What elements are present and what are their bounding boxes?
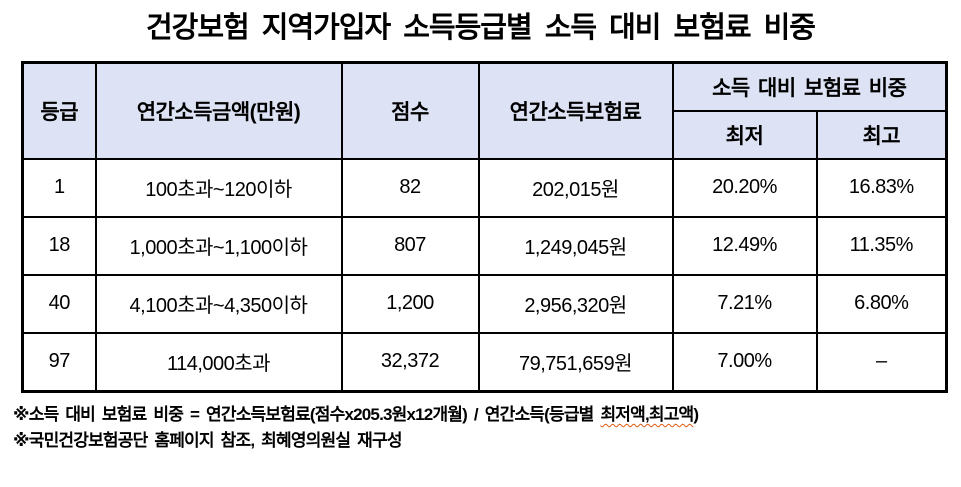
header-annual-premium: 연간소득보험료: [477, 61, 674, 160]
cell-premium: 79,751,659원: [477, 331, 674, 393]
cell-premium: 202,015원: [477, 157, 674, 218]
cell-ratio-min: 20.20%: [671, 157, 818, 218]
footnote-formula-prefix: ※소득 대비 보험료 비중 = 연간소득보험료(점수x205.3원x12개월) …: [13, 404, 601, 424]
header-grade: 등급: [21, 61, 97, 160]
cell-grade: 18: [21, 215, 97, 276]
header-annual-income: 연간소득금액(만원): [94, 61, 343, 160]
cell-income-range: 4,100초과~4,350이하: [94, 273, 343, 334]
cell-grade: 97: [21, 331, 97, 393]
footnote-formula-underlined: 최저액,최고액: [600, 404, 694, 424]
cell-grade: 40: [21, 273, 97, 334]
footnote-source: ※국민건강보험공단 홈페이지 참조, 최혜영의원실 재구성: [13, 431, 402, 451]
cell-income-range: 1,000초과~1,100이하: [94, 215, 343, 276]
cell-ratio-min: 12.49%: [671, 215, 818, 276]
cell-points: 82: [340, 157, 480, 218]
header-ratio-min: 최저: [671, 109, 818, 160]
header-ratio-group: 소득 대비 보험료 비중: [671, 61, 948, 112]
cell-income-range: 114,000초과: [94, 331, 343, 393]
cell-points: 807: [340, 215, 480, 276]
footnotes: ※소득 대비 보험료 비중 = 연간소득보험료(점수x205.3원x12개월) …: [13, 402, 961, 455]
page-title: 건강보험 지역가입자 소득등급별 소득 대비 보험료 비중: [146, 12, 816, 44]
header-ratio-max: 최고: [815, 109, 948, 160]
table-header: 등급 연간소득금액(만원) 점수 연간소득보험료 소득 대비 보험료 비중 최저…: [21, 61, 948, 160]
cell-grade: 1: [21, 157, 97, 218]
footnote-formula-suffix: ): [693, 404, 699, 424]
table-row: 97 114,000초과 32,372 79,751,659원 7.00% –: [21, 331, 948, 393]
cell-premium: 1,249,045원: [477, 215, 674, 276]
cell-premium: 2,956,320원: [477, 273, 674, 334]
premium-ratio-table: 등급 연간소득금액(만원) 점수 연간소득보험료 소득 대비 보험료 비중 최저…: [21, 60, 949, 393]
table-row: 1 100초과~120이하 82 202,015원 20.20% 16.83%: [21, 157, 948, 218]
cell-ratio-max: 6.80%: [815, 273, 948, 334]
cell-ratio-max: 16.83%: [815, 157, 948, 218]
cell-points: 1,200: [340, 273, 480, 334]
table-row: 18 1,000초과~1,100이하 807 1,249,045원 12.49%…: [21, 215, 948, 276]
cell-ratio-min: 7.21%: [671, 273, 818, 334]
cell-points: 32,372: [340, 331, 480, 393]
table-body: 1 100초과~120이하 82 202,015원 20.20% 16.83% …: [21, 157, 948, 393]
header-points: 점수: [340, 61, 480, 160]
cell-ratio-max: 11.35%: [815, 215, 948, 276]
cell-ratio-min: 7.00%: [671, 331, 818, 393]
cell-ratio-max: –: [815, 331, 948, 393]
cell-income-range: 100초과~120이하: [94, 157, 343, 218]
footnote-formula: ※소득 대비 보험료 비중 = 연간소득보험료(점수x205.3원x12개월) …: [13, 402, 961, 428]
table-row: 40 4,100초과~4,350이하 1,200 2,956,320원 7.21…: [21, 273, 948, 334]
